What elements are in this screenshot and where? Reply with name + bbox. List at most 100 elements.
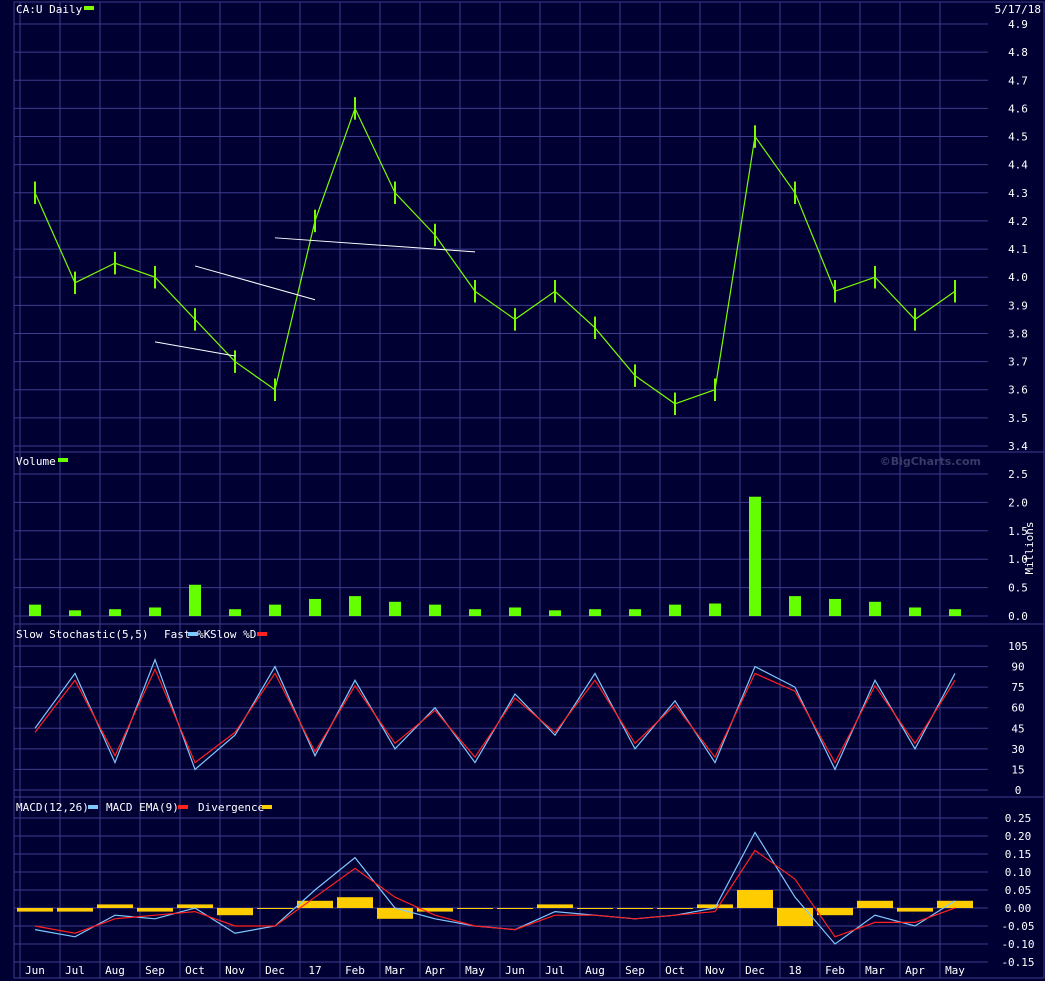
y-tick-label: 3.6 xyxy=(1008,384,1028,397)
y-tick-label: 0.00 xyxy=(1005,902,1032,915)
volume-bar xyxy=(749,496,761,616)
volume-bar xyxy=(109,609,121,616)
macd-swatch xyxy=(88,805,98,809)
x-tick-label: May xyxy=(465,964,485,977)
y-tick-label: 60 xyxy=(1011,702,1024,715)
divergence-bar xyxy=(137,908,173,912)
x-tick-label: Jul xyxy=(65,964,85,977)
divergence-bar xyxy=(697,904,733,908)
price-y-ticks: 4.9 4.8 4.7 4.6 4.5 4.4 4.3 4.2 4.1 4.0 3.9 3.8 3.7 3… xyxy=(1008,18,1028,453)
divergence-bar xyxy=(337,897,373,908)
divergence-bar xyxy=(937,900,973,908)
divergence-bar xyxy=(817,908,853,916)
divergence-bar xyxy=(497,908,533,909)
divergence-bar xyxy=(457,908,493,909)
volume-bar xyxy=(389,601,401,616)
macd-panel: MACD(12,26) MACD EMA(9) Divergence 0.250… xyxy=(16,801,1035,969)
volume-bars xyxy=(29,496,961,616)
slow-d-line xyxy=(34,667,956,764)
y-tick-label: 0.5 xyxy=(1008,582,1028,595)
y-tick-label: 0.20 xyxy=(1005,830,1032,843)
volume-bar xyxy=(349,596,361,616)
y-tick-label: 4.7 xyxy=(1008,74,1028,87)
divergence-bar xyxy=(57,908,93,912)
x-tick-label: Jun xyxy=(25,964,45,977)
y-tick-label: 4.0 xyxy=(1008,271,1028,284)
x-axis-labels: Jun Jul Aug Sep Oct Nov Dec 17 Feb Mar Apr May Jun Ju… xyxy=(25,964,965,977)
volume-bar xyxy=(509,607,521,616)
y-tick-label: 15 xyxy=(1011,763,1024,776)
y-tick-label: -0.10 xyxy=(1001,938,1034,951)
volume-bar xyxy=(29,604,41,616)
fast-k-line xyxy=(34,658,956,771)
trendline xyxy=(154,341,236,357)
y-tick-label: 3.7 xyxy=(1008,356,1028,369)
chart-title: CA:U Daily xyxy=(16,3,83,16)
volume-legend-swatch xyxy=(58,458,68,462)
y-tick-label: 4.2 xyxy=(1008,215,1028,228)
panel-frames xyxy=(13,1,1045,979)
x-tick-label: Dec xyxy=(265,964,285,977)
volume-bar xyxy=(69,610,81,616)
x-tick-label: Aug xyxy=(105,964,125,977)
x-tick-label: Jun xyxy=(505,964,525,977)
x-tick-label: Dec xyxy=(745,964,765,977)
trendline xyxy=(274,237,476,253)
x-tick-label: Nov xyxy=(225,964,245,977)
volume-bar xyxy=(909,607,921,616)
x-tick-label: Feb xyxy=(345,964,365,977)
volume-bar xyxy=(469,609,481,616)
trendline xyxy=(194,265,316,301)
volume-bar xyxy=(949,609,961,616)
macd-frame xyxy=(13,796,1045,979)
volume-bar xyxy=(309,598,321,616)
volume-bar xyxy=(229,609,241,616)
divergence-bar xyxy=(417,908,453,912)
x-tick-label: 18 xyxy=(788,964,801,977)
y-tick-label: 0.05 xyxy=(1005,884,1032,897)
divergence-bar xyxy=(537,904,573,908)
slow-d-legend: Slow %D xyxy=(210,628,256,641)
volume-bar xyxy=(549,610,561,616)
y-tick-label: 0.0 xyxy=(1008,610,1028,623)
y-tick-label: 3.9 xyxy=(1008,299,1028,312)
y-tick-label: 4.1 xyxy=(1008,243,1028,256)
volume-bar xyxy=(629,609,641,616)
y-tick-label: 4.9 xyxy=(1008,18,1028,31)
divergence-bar xyxy=(657,908,693,909)
x-tick-label: Mar xyxy=(865,964,885,977)
fast-k-legend: Fast %K xyxy=(164,628,211,641)
volume-y-ticks: 2.5 2.0 1.5 1.0 0.5 0.0 xyxy=(1008,468,1028,623)
x-tick-label: Jul xyxy=(545,964,565,977)
macd-lines xyxy=(17,831,973,945)
y-tick-label: 0.10 xyxy=(1005,866,1032,879)
x-tick-label: Aug xyxy=(585,964,605,977)
y-tick-label: 2.5 xyxy=(1008,468,1028,481)
watermark: ©BigCharts.com xyxy=(880,455,981,468)
price-line xyxy=(34,106,956,405)
volume-bar xyxy=(189,584,201,616)
y-tick-label: 3.5 xyxy=(1008,412,1028,425)
macd-ema-legend: MACD EMA(9) xyxy=(106,801,179,814)
price-frame xyxy=(13,1,1045,453)
divergence-bar xyxy=(857,900,893,908)
macd-ema-swatch xyxy=(178,805,188,809)
macd-legend: MACD(12,26) xyxy=(16,801,89,814)
divergence-bar xyxy=(257,908,293,909)
volume-panel: Volume 2.5 2.0 1.5 1.0 0.5 0.0 Millions xyxy=(16,455,1036,623)
volume-bar xyxy=(429,604,441,616)
divergence-bar xyxy=(777,908,813,926)
y-tick-label: 0.25 xyxy=(1005,812,1032,825)
fast-k-swatch xyxy=(188,632,198,636)
volume-bar xyxy=(829,598,841,616)
divergence-bar xyxy=(377,908,413,919)
x-tick-label: Apr xyxy=(905,964,925,977)
y-tick-label: 2.0 xyxy=(1008,496,1028,509)
x-tick-label: Oct xyxy=(665,964,685,977)
y-tick-label: 90 xyxy=(1011,661,1024,674)
gridlines xyxy=(14,2,988,978)
divergence-bar xyxy=(897,908,933,912)
y-tick-label: -0.05 xyxy=(1001,920,1034,933)
volume-bar xyxy=(709,603,721,616)
y-tick-label: -0.15 xyxy=(1001,956,1034,969)
